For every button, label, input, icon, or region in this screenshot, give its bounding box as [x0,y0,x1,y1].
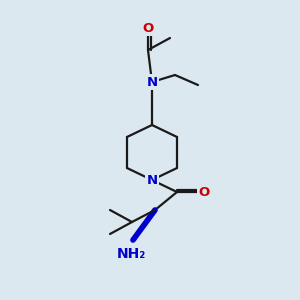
Text: NH₂: NH₂ [116,247,146,261]
Text: O: O [198,185,210,199]
Text: N: N [146,173,158,187]
Text: N: N [146,76,158,88]
Text: O: O [142,22,154,34]
